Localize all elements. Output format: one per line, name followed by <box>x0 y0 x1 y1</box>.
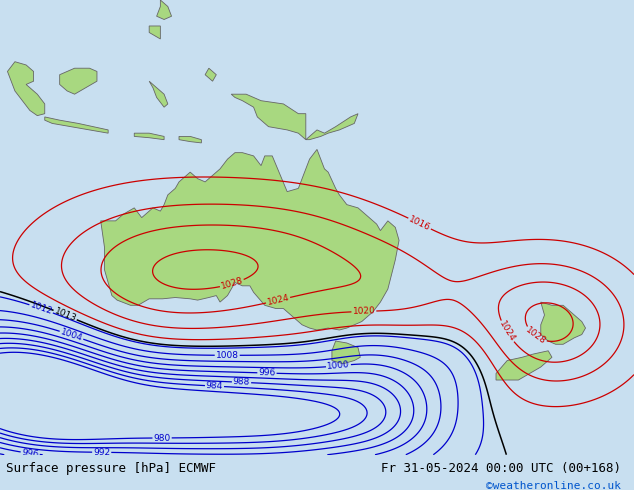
Text: 1013: 1013 <box>53 307 77 323</box>
Polygon shape <box>134 133 164 140</box>
Text: 1016: 1016 <box>407 215 432 233</box>
Polygon shape <box>205 68 216 81</box>
Polygon shape <box>179 136 202 143</box>
Text: Fr 31-05-2024 00:00 UTC (00+168): Fr 31-05-2024 00:00 UTC (00+168) <box>381 462 621 475</box>
Text: 980: 980 <box>153 434 171 442</box>
Text: 996: 996 <box>258 368 276 378</box>
Polygon shape <box>541 302 586 344</box>
Polygon shape <box>231 94 306 140</box>
Text: 1024: 1024 <box>266 294 290 307</box>
Text: 1028: 1028 <box>220 276 244 291</box>
Text: 1020: 1020 <box>353 307 375 316</box>
Text: 1000: 1000 <box>327 360 351 371</box>
Text: 1008: 1008 <box>216 351 239 360</box>
Polygon shape <box>60 68 97 94</box>
Text: 1004: 1004 <box>59 327 84 343</box>
Text: 1028: 1028 <box>524 325 547 346</box>
Text: 1012: 1012 <box>29 301 53 317</box>
Text: ©weatheronline.co.uk: ©weatheronline.co.uk <box>486 481 621 490</box>
Polygon shape <box>496 351 552 380</box>
Polygon shape <box>306 114 358 140</box>
Polygon shape <box>45 117 108 133</box>
Text: 992: 992 <box>93 448 110 457</box>
Text: 984: 984 <box>205 381 223 391</box>
Text: 1024: 1024 <box>497 319 517 343</box>
Polygon shape <box>149 26 160 39</box>
Polygon shape <box>332 341 360 364</box>
Polygon shape <box>149 81 168 107</box>
Text: 996: 996 <box>21 448 39 459</box>
Text: Surface pressure [hPa] ECMWF: Surface pressure [hPa] ECMWF <box>6 462 216 475</box>
Polygon shape <box>157 0 172 20</box>
Text: 988: 988 <box>233 377 250 387</box>
Polygon shape <box>101 149 399 330</box>
Polygon shape <box>8 62 45 116</box>
